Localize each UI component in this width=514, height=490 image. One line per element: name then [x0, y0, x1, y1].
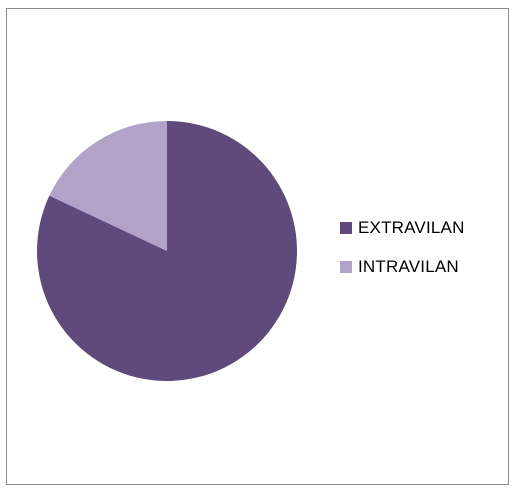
- pie-slices: [37, 121, 298, 381]
- legend-item-intravilan: INTRAVILAN: [340, 256, 465, 278]
- legend-swatch-extravilan: [340, 222, 352, 234]
- legend-item-extravilan: EXTRAVILAN: [340, 217, 465, 239]
- legend-label-intravilan: INTRAVILAN: [358, 257, 459, 276]
- pie-slice-extravilan: [37, 121, 298, 381]
- legend-swatch-intravilan: [340, 261, 352, 273]
- legend: EXTRAVILAN INTRAVILAN: [340, 217, 465, 295]
- pie-slice-intravilan: [49, 121, 167, 251]
- legend-label-extravilan: EXTRAVILAN: [358, 218, 465, 237]
